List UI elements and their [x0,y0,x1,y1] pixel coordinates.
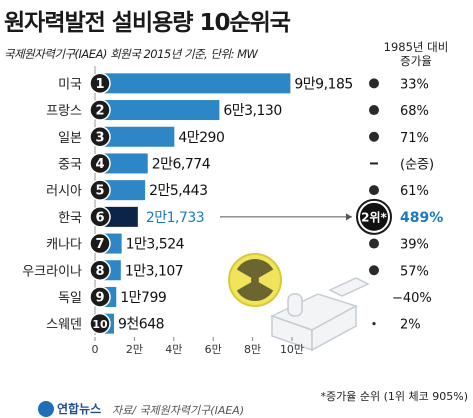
rank-circle [89,72,111,95]
rank-number: 6 [95,210,104,225]
rank-circle [89,259,111,281]
growth-rate-header-line1: 1985년 대비 [383,40,449,54]
bar [95,100,220,121]
growth-rate-label: 68% [400,104,429,119]
x-tick-label: 6만 [205,343,222,356]
category-label: 독일 [58,291,82,306]
growth-dot-marker [369,185,379,196]
value-label: 1만3,524 [126,237,185,253]
bar [95,126,175,147]
rank-number: 9 [95,290,104,305]
category-label: 중국 [58,157,82,172]
plant-building-icon [270,277,370,352]
yonhap-logo-text: 연합뉴스 [57,402,102,416]
growth-rate-header: 1985년 대비 증가율 [362,40,470,68]
x-tick-label: 10만 [280,343,304,356]
radiation-symbol-icon [228,253,282,307]
growth-rate-label: 2% [400,318,421,333]
rank-circle [89,206,111,228]
rank-circle [89,312,111,335]
rank-circle [89,99,111,121]
category-label: 일본 [58,131,82,146]
footnote: *증가율 순위 (1위 체코 905%) [320,390,468,403]
category-label: 미국 [58,77,82,92]
category-label: 스웨덴 [46,318,82,333]
growth-rate-label: 489% [400,210,443,226]
category-label: 우크라이나 [22,264,82,279]
growth-dot-marker [369,78,379,89]
rank-circle [89,152,111,175]
growth-rate-label: (순증) [400,157,434,172]
growth-rate-label: 33% [400,77,429,92]
value-label: 9만9,185 [294,76,352,92]
nuclear-plant-illustration [228,253,370,352]
yonhap-logo-icon [38,400,54,417]
rank-circle [89,126,111,148]
rank-circle [89,232,111,255]
x-tick-label: 0 [92,343,99,356]
growth-rate-label: 61% [400,184,429,199]
rank-number: 10 [92,318,108,331]
page-title: 원자력발전 설비용량 10순위국 [4,10,291,36]
source-note: 자료/ 국제원자력기구(IAEA) [112,404,245,417]
value-label: 2만5,443 [149,183,207,199]
value-label: 2만1,733 [146,210,204,226]
value-label: 6만3,130 [223,103,281,119]
growth-rate-label: 57% [400,264,429,279]
growth-rank-text: 2위* [361,210,387,224]
value-label: 1만3,107 [125,263,183,279]
value-label: 1만799 [120,290,166,306]
rank-circle [89,286,111,308]
growth-rank-badge [360,202,388,231]
x-tick-label: 8만 [244,343,261,356]
rank-number: 3 [95,130,104,145]
x-tick-label: 2만 [126,343,143,356]
category-label: 러시아 [46,184,82,199]
rank-number: 2 [95,104,104,119]
category-label: 한국 [58,211,82,226]
yonhap-logo: 연합뉴스 [38,400,101,417]
category-label: 프랑스 [46,104,82,119]
growth-rate-label: 71% [400,131,429,146]
growth-dot-marker [369,131,379,142]
growth-rate-label: 39% [400,238,429,253]
value-label: 4만290 [178,130,224,146]
growth-dot-marker [369,265,379,276]
value-label: 2만6,774 [152,156,211,172]
rank-number: 5 [95,184,104,199]
growth-dot-marker [369,238,379,249]
value-label: 9천648 [118,317,164,333]
rank-number: 4 [95,157,104,172]
rank-number: 1 [95,77,104,92]
rank-number: 8 [95,264,104,279]
bar [95,73,291,94]
category-label: 캐나다 [46,238,82,253]
rank-number: 7 [95,237,104,252]
growth-dot-marker [372,322,376,326]
rank-circle [89,179,111,201]
growth-rate-label: −40% [392,291,432,306]
growth-dot-marker [369,105,379,116]
chart-subtitle: 국제원자력기구(IAEA) 회원국 2015년 기준, 단위: MW [4,47,258,61]
x-tick-label: 4만 [165,343,182,356]
connector-arrow-icon [346,213,352,221]
growth-rate-header-line2: 증가율 [400,54,432,68]
